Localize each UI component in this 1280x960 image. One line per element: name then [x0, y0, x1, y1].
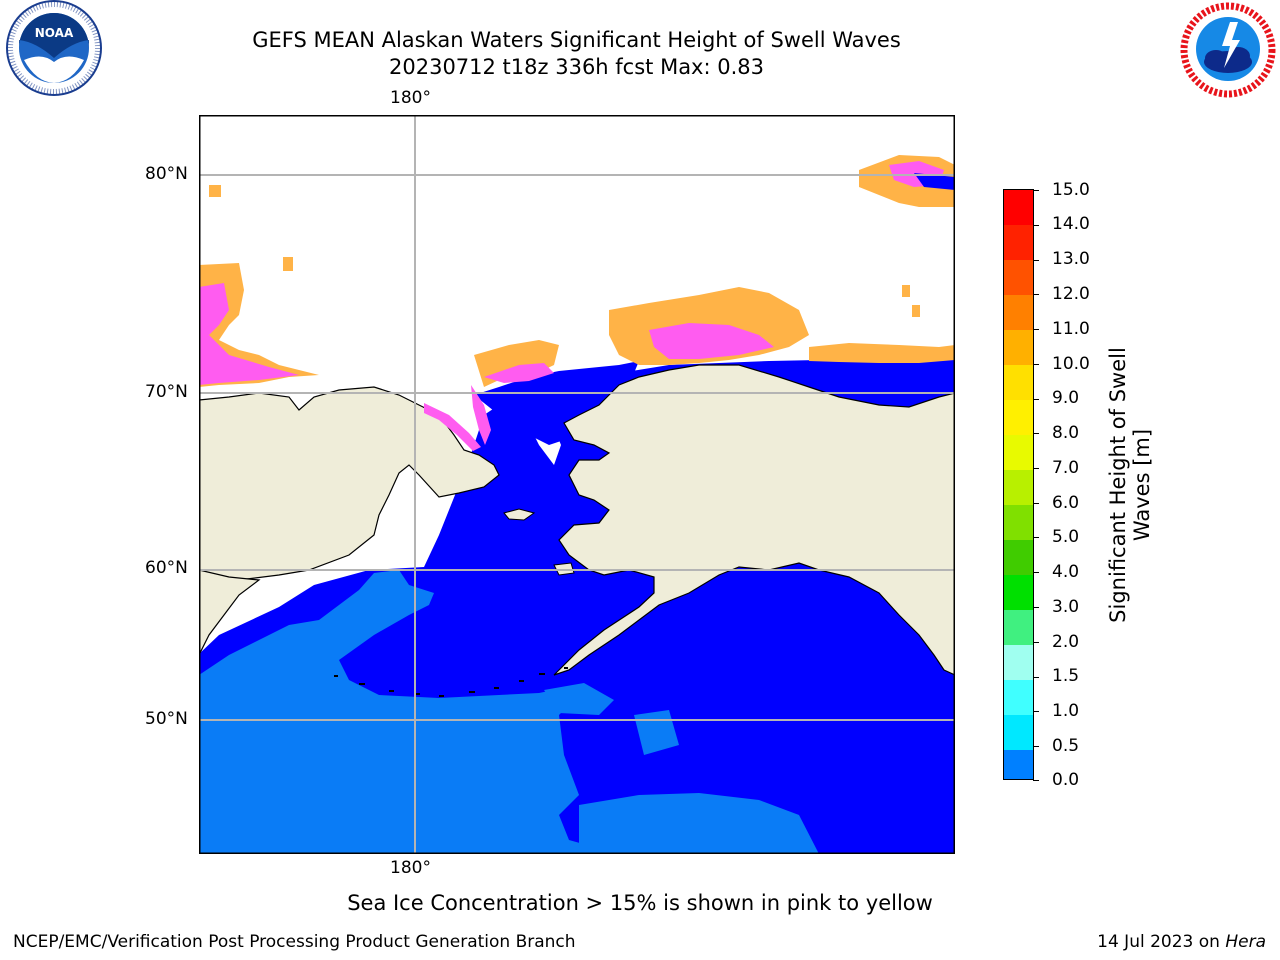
colorbar-tick: 0.0 — [1052, 770, 1080, 790]
colorbar-segment-6-7 — [1004, 470, 1033, 505]
colorbar-segment-4-5 — [1004, 540, 1033, 575]
colorbar-tick: 15.0 — [1052, 180, 1090, 200]
map-frame — [199, 115, 955, 854]
colorbar-tick: 3.0 — [1052, 597, 1080, 617]
colorbar-tick: 5.0 — [1052, 527, 1080, 547]
colorbar-tick: 2.0 — [1052, 632, 1080, 652]
colorbar-tick: 10.0 — [1052, 354, 1090, 374]
colorbar-tick: 14.0 — [1052, 214, 1090, 234]
lat-label-60: 60°N — [145, 558, 188, 578]
colorbar-segment-0.5-1 — [1004, 715, 1033, 750]
sea-ice-dot4 — [912, 305, 920, 317]
colorbar-tick: 1.5 — [1052, 666, 1080, 686]
colorbar-tick: 0.5 — [1052, 736, 1080, 756]
sea-ice-beaufort-pink — [649, 323, 774, 359]
map-panel — [199, 115, 955, 854]
colorbar-tick: 4.0 — [1052, 562, 1080, 582]
colorbar-segment-14-15 — [1004, 190, 1033, 225]
plot-title-line1: GEFS MEAN Alaskan Waters Significant Hei… — [252, 28, 901, 52]
colorbar-segment-12-13 — [1004, 260, 1033, 295]
sea-ice-pink-west — [199, 283, 299, 385]
lat-label-70: 70°N — [145, 382, 188, 402]
colorbar-tick: 12.0 — [1052, 284, 1090, 304]
colorbar-segment-13-14 — [1004, 225, 1033, 260]
colorbar-segment-2-3 — [1004, 610, 1033, 645]
sea-ice-chukchi-pink — [484, 363, 554, 383]
noaa-logo-text: NOAA — [35, 26, 74, 40]
land-alaska — [553, 364, 955, 676]
date-prefix: 14 Jul 2023 on — [1097, 932, 1220, 952]
date-machine: Hera — [1225, 932, 1266, 952]
colorbar-tick: 7.0 — [1052, 458, 1080, 478]
sea-ice-dot1 — [209, 185, 221, 197]
colorbar-tick: 6.0 — [1052, 493, 1080, 513]
colorbar-segment-1-1.5 — [1004, 680, 1033, 715]
nws-logo — [1178, 2, 1278, 98]
plot-title-line2: 20230712 t18z 336h fcst Max: 0.83 — [389, 55, 764, 79]
lat-label-50: 50°N — [145, 709, 188, 729]
colorbar-segment-8-9 — [1004, 400, 1033, 435]
lon-label-bottom: 180° — [390, 858, 431, 878]
aleutian-islands — [334, 667, 568, 697]
colorbar-tick: 9.0 — [1052, 388, 1080, 408]
colorbar-segment-10-11 — [1004, 330, 1033, 365]
sea-ice-note: Sea Ice Concentration > 15% is shown in … — [347, 891, 933, 915]
colorbar-segment-0-0.5 — [1004, 750, 1033, 779]
sea-ice-east — [809, 343, 955, 363]
colorbar-tick: 1.0 — [1052, 701, 1080, 721]
colorbar-segment-1.5-2 — [1004, 645, 1033, 680]
colorbar-tick: 13.0 — [1052, 249, 1090, 269]
ocean-low-beaufort — [774, 355, 955, 415]
sea-ice-dot3 — [902, 285, 910, 297]
colorbar-segment-9-10 — [1004, 365, 1033, 400]
colorbar-segment-11-12 — [1004, 295, 1033, 330]
sea-ice-strait — [424, 403, 481, 451]
map-gridlines — [199, 115, 955, 854]
sea-ice-strait-2 — [471, 385, 491, 445]
lat-label-80: 80°N — [145, 164, 188, 184]
noaa-logo: NOAA — [2, 0, 106, 100]
colorbar-tick: 11.0 — [1052, 319, 1090, 339]
colorbar-segment-7-8 — [1004, 435, 1033, 470]
colorbar-segment-5-6 — [1004, 505, 1033, 540]
land-st-lawrence — [503, 508, 536, 521]
sea-ice-northeast-blue — [914, 173, 955, 190]
land-siberia — [199, 386, 500, 606]
colorbar-label: Significant Height of Swell Waves [m] — [1106, 347, 1154, 623]
lon-label-top: 180° — [390, 88, 431, 108]
ocean-mid-region — [199, 570, 619, 854]
ocean-mid-south — [579, 793, 819, 854]
sea-ice-dot2 — [283, 257, 293, 271]
land-kamchatka — [199, 569, 261, 656]
date-text: 14 Jul 2023 on Hera — [1097, 932, 1266, 952]
colorbar-segment-3-4 — [1004, 575, 1033, 610]
credit-text: NCEP/EMC/Verification Post Processing Pr… — [13, 932, 576, 952]
ocean-mid-patch2 — [634, 710, 679, 755]
colorbar-tick: 8.0 — [1052, 423, 1080, 443]
colorbar — [1003, 189, 1034, 780]
ocean-mid-patch1 — [544, 683, 614, 715]
